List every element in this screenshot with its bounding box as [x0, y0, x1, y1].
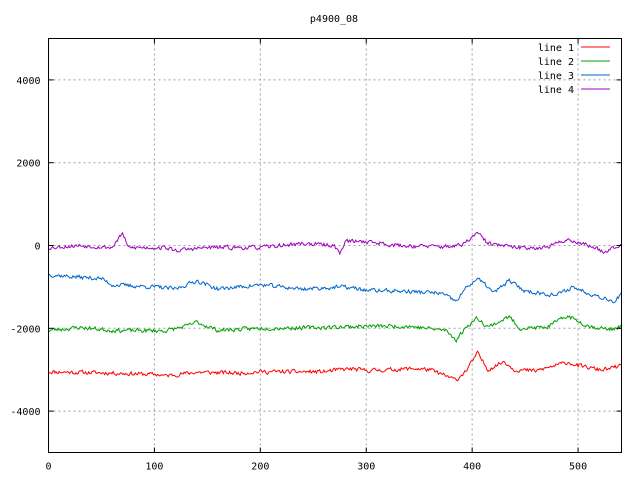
series-line-1	[48, 350, 622, 382]
legend-label: line 4	[538, 85, 574, 96]
legend-label: line 3	[538, 71, 574, 82]
y-tick-label: -2000	[10, 324, 40, 335]
series-lines	[48, 231, 622, 382]
chart-title: p4900_08	[310, 14, 358, 25]
legend-label: line 2	[538, 57, 574, 68]
legend-label: line 1	[538, 43, 574, 54]
y-tick-label: 4000	[16, 76, 40, 87]
x-tick-label: 500	[569, 462, 587, 473]
x-tick-label: 400	[463, 462, 481, 473]
y-tick-label: -4000	[10, 407, 40, 418]
legend: line 1 line 2 line 3 line 4	[538, 43, 610, 96]
series-line-3	[48, 273, 622, 304]
x-tick-label: 100	[145, 462, 163, 473]
x-tick-label: 0	[45, 462, 51, 473]
y-tick-label: 0	[34, 242, 40, 253]
axis-ticks: 0 100 200 300 400 500 -4000 -2000 0 2000 4000	[10, 38, 622, 473]
y-tick-label: 2000	[16, 159, 40, 170]
x-tick-label: 200	[251, 462, 269, 473]
series-line-4	[48, 231, 622, 256]
series-line-2	[48, 314, 622, 344]
x-tick-label: 300	[357, 462, 375, 473]
